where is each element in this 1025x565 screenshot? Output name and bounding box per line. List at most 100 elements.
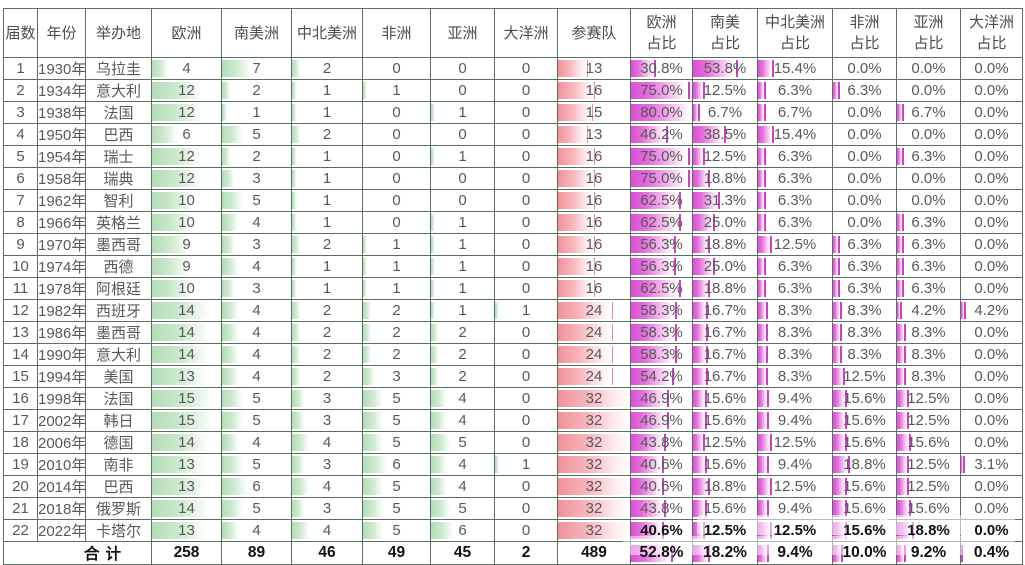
cell-pct-southamerica[interactable]: 31.3% bbox=[692, 189, 758, 212]
cell-pct-africa[interactable]: 15.6% bbox=[832, 409, 897, 432]
cell-pct-africa[interactable]: 6.3% bbox=[832, 277, 897, 300]
cell-pct-africa[interactable]: 6.3% bbox=[832, 255, 897, 278]
cell-host[interactable]: 巴西 bbox=[85, 123, 152, 146]
cell-count-southamerica[interactable]: 4 bbox=[221, 299, 292, 322]
cell-pct-southamerica[interactable]: 16.7% bbox=[692, 365, 758, 388]
cell-edition[interactable]: 14 bbox=[3, 343, 38, 366]
cell-host[interactable]: 卡塔尔 bbox=[85, 519, 152, 542]
cell-pct-southamerica[interactable]: 12.5% bbox=[692, 519, 758, 542]
cell-pct-oceania[interactable]: 0.0% bbox=[960, 365, 1023, 388]
cell-count-asia[interactable]: 1 bbox=[430, 145, 495, 168]
cell-count-asia[interactable]: 2 bbox=[430, 343, 495, 366]
cell-pct-oceania[interactable]: 0.0% bbox=[960, 233, 1023, 256]
cell-pct-africa[interactable]: 8.3% bbox=[832, 299, 897, 322]
cell-count-northamerica[interactable]: 1 bbox=[291, 211, 363, 234]
cell-year[interactable]: 1962年 bbox=[37, 189, 86, 212]
cell-edition[interactable]: 1 bbox=[3, 57, 38, 80]
cell-host[interactable]: 西班牙 bbox=[85, 299, 152, 322]
cell-pct-southamerica[interactable]: 18.8% bbox=[692, 167, 758, 190]
cell-count-europe[interactable]: 10 bbox=[151, 277, 222, 300]
cell-count-southamerica[interactable]: 4 bbox=[221, 519, 292, 542]
cell-pct-africa[interactable]: 15.6% bbox=[832, 431, 897, 454]
cell-count-southamerica[interactable]: 4 bbox=[221, 343, 292, 366]
cell-pct-southamerica[interactable]: 25.0% bbox=[692, 255, 758, 278]
cell-edition[interactable]: 18 bbox=[3, 431, 38, 454]
cell-count-northamerica[interactable]: 2 bbox=[291, 343, 363, 366]
cell-count-africa[interactable]: 0 bbox=[362, 145, 431, 168]
cell-pct-oceania[interactable]: 0.0% bbox=[960, 189, 1023, 212]
cell-host[interactable]: 西德 bbox=[85, 255, 152, 278]
cell-year[interactable]: 1954年 bbox=[37, 145, 86, 168]
cell-teams[interactable]: 32 bbox=[557, 409, 631, 432]
cell-count-northamerica[interactable]: 4 bbox=[291, 475, 363, 498]
cell-count-africa[interactable]: 0 bbox=[362, 167, 431, 190]
cell-pct-oceania[interactable]: 3.1% bbox=[960, 453, 1023, 476]
cell-count-oceania[interactable]: 0 bbox=[494, 145, 558, 168]
cell-count-northamerica[interactable]: 2 bbox=[291, 299, 363, 322]
cell-pct-asia[interactable]: 6.3% bbox=[896, 233, 961, 256]
cell-count-oceania[interactable]: 0 bbox=[494, 211, 558, 234]
cell-count-oceania[interactable]: 0 bbox=[494, 233, 558, 256]
cell-count-northamerica[interactable]: 1 bbox=[291, 189, 363, 212]
cell-count-oceania[interactable]: 0 bbox=[494, 387, 558, 410]
cell-count-africa[interactable]: 0 bbox=[362, 211, 431, 234]
cell-count-oceania[interactable]: 0 bbox=[494, 365, 558, 388]
cell-count-asia[interactable]: 2 bbox=[430, 365, 495, 388]
cell-count-asia[interactable]: 0 bbox=[430, 123, 495, 146]
cell-count-asia[interactable]: 6 bbox=[430, 519, 495, 542]
cell-count-europe[interactable]: 9 bbox=[151, 233, 222, 256]
cell-year[interactable]: 1958年 bbox=[37, 167, 86, 190]
cell-pct-asia[interactable]: 8.3% bbox=[896, 343, 961, 366]
cell-count-oceania[interactable]: 0 bbox=[494, 409, 558, 432]
cell-edition[interactable]: 22 bbox=[3, 519, 38, 542]
cell-pct-southamerica[interactable]: 15.6% bbox=[692, 409, 758, 432]
cell-count-asia[interactable]: 5 bbox=[430, 497, 495, 520]
cell-pct-northamerica[interactable]: 12.5% bbox=[757, 233, 833, 256]
col-header-africa-pct[interactable]: 非洲 占比 bbox=[832, 8, 897, 58]
cell-year[interactable]: 1990年 bbox=[37, 343, 86, 366]
cell-host[interactable]: 墨西哥 bbox=[85, 233, 152, 256]
cell-pct-europe[interactable]: 43.8% bbox=[630, 431, 693, 454]
cell-pct-asia[interactable]: 0.0% bbox=[896, 123, 961, 146]
cell-pct-southamerica[interactable]: 15.6% bbox=[692, 497, 758, 520]
cell-edition[interactable]: 8 bbox=[3, 211, 38, 234]
cell-count-africa[interactable]: 2 bbox=[362, 343, 431, 366]
cell-pct-oceania[interactable]: 0.0% bbox=[960, 57, 1023, 80]
cell-count-africa[interactable]: 5 bbox=[362, 431, 431, 454]
cell-count-europe[interactable]: 15 bbox=[151, 409, 222, 432]
cell-pct-northamerica[interactable]: 6.3% bbox=[757, 79, 833, 102]
cell-count-oceania[interactable]: 0 bbox=[494, 123, 558, 146]
cell-count-southamerica[interactable]: 5 bbox=[221, 387, 292, 410]
cell-pct-africa[interactable]: 0.0% bbox=[832, 57, 897, 80]
cell-host[interactable]: 墨西哥 bbox=[85, 321, 152, 344]
cell-count-africa[interactable]: 0 bbox=[362, 189, 431, 212]
cell-count-southamerica[interactable]: 4 bbox=[221, 321, 292, 344]
cell-edition[interactable]: 11 bbox=[3, 277, 38, 300]
cell-edition[interactable]: 15 bbox=[3, 365, 38, 388]
cell-pct-northamerica[interactable]: 6.7% bbox=[757, 101, 833, 124]
cell-edition[interactable]: 7 bbox=[3, 189, 38, 212]
cell-pct-africa[interactable]: 0.0% bbox=[832, 167, 897, 190]
cell-pct-southamerica[interactable]: 12.5% bbox=[692, 79, 758, 102]
cell-pct-africa[interactable]: 15.6% bbox=[832, 387, 897, 410]
cell-count-oceania[interactable]: 0 bbox=[494, 343, 558, 366]
cell-count-oceania[interactable]: 0 bbox=[494, 277, 558, 300]
cell-count-southamerica[interactable]: 1 bbox=[221, 101, 292, 124]
cell-host[interactable]: 意大利 bbox=[85, 343, 152, 366]
cell-pct-oceania[interactable]: 4.2% bbox=[960, 299, 1023, 322]
cell-pct-africa[interactable]: 0.0% bbox=[832, 211, 897, 234]
total-count-oceania[interactable]: 2 bbox=[494, 541, 558, 565]
cell-pct-oceania[interactable]: 0.0% bbox=[960, 431, 1023, 454]
cell-count-northamerica[interactable]: 2 bbox=[291, 321, 363, 344]
cell-pct-northamerica[interactable]: 6.3% bbox=[757, 145, 833, 168]
cell-count-europe[interactable]: 12 bbox=[151, 145, 222, 168]
col-header-year[interactable]: 年份 bbox=[37, 8, 86, 58]
cell-pct-africa[interactable]: 6.3% bbox=[832, 79, 897, 102]
cell-pct-southamerica[interactable]: 38.5% bbox=[692, 123, 758, 146]
cell-count-europe[interactable]: 14 bbox=[151, 497, 222, 520]
cell-pct-oceania[interactable]: 0.0% bbox=[960, 321, 1023, 344]
total-pct-oceania[interactable]: 0.4% bbox=[960, 541, 1023, 565]
cell-count-africa[interactable]: 2 bbox=[362, 321, 431, 344]
cell-pct-asia[interactable]: 18.8% bbox=[896, 519, 961, 542]
cell-edition[interactable]: 10 bbox=[3, 255, 38, 278]
